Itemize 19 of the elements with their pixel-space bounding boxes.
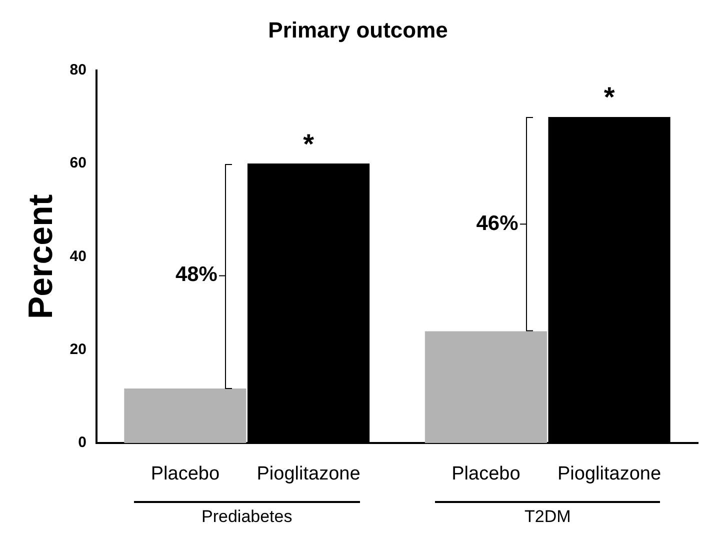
- annotation: *: [303, 128, 314, 160]
- text: Pioglitazone: [558, 464, 662, 485]
- annotation: 48%: [175, 263, 218, 286]
- annotation: 46%: [476, 212, 519, 235]
- y-axis-title: Percent: [22, 194, 60, 320]
- chart-title: Primary outcome: [268, 17, 448, 42]
- x-tick-label: T2DM: [524, 507, 571, 526]
- x-tick-label: Prediabetes: [201, 507, 292, 526]
- bar: [124, 388, 246, 443]
- series-label: Pioglitazone: [256, 464, 360, 485]
- y-tick-label: 60: [70, 154, 86, 172]
- annotation: *: [604, 82, 615, 113]
- series-label: Placebo: [150, 464, 220, 485]
- y-tick-label: 20: [70, 340, 86, 358]
- y-tick-label: 80: [70, 62, 86, 79]
- bar: [424, 331, 548, 443]
- text: Placebo: [452, 464, 520, 485]
- y-tick-label: 0: [78, 434, 86, 452]
- y-tick-label: 40: [70, 248, 86, 265]
